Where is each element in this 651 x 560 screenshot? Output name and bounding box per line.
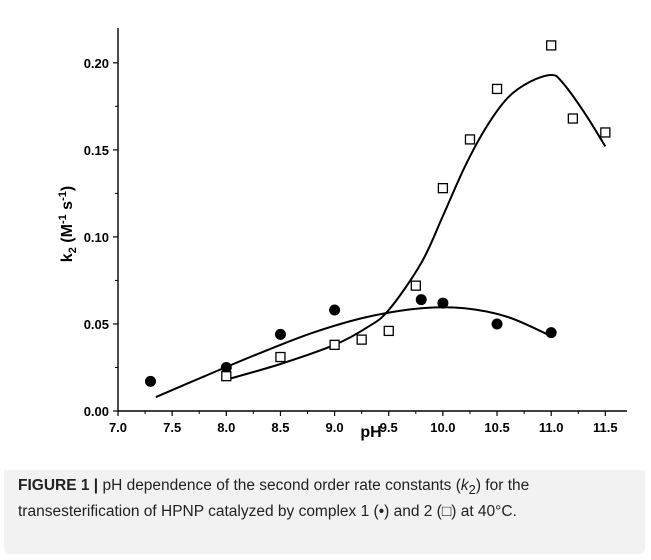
data-point-series-1 <box>274 328 286 340</box>
y-tick-label: 0.00 <box>84 404 109 419</box>
caption-text-2: ) for the transesterification of HPNP ca… <box>18 477 530 521</box>
y-tick-label: 0.15 <box>84 143 109 158</box>
data-point-series-1 <box>437 297 449 309</box>
data-point-series-2 <box>221 371 232 382</box>
y-tick-label: 0.20 <box>84 56 109 71</box>
data-points <box>144 40 611 387</box>
chart: 7.0 7.5 8.0 8.5 9.0 9.5 10.0 10.5 11.0 11.5 0.00 0.… <box>57 28 627 441</box>
data-point-series-1 <box>144 375 156 387</box>
svg-text:k2 (M-1 s-1): k2 (M-1 s-1) <box>57 186 79 262</box>
fit-curve-series-2 <box>226 74 607 381</box>
data-point-series-1 <box>545 327 557 339</box>
data-point-series-1 <box>220 361 232 373</box>
caption-text-3: ) and 2 ( <box>384 503 442 521</box>
x-tick-label: 9.5 <box>380 420 398 435</box>
data-point-series-2 <box>410 280 421 291</box>
figure-caption: FIGURE 1 | pH dependence of the second o… <box>18 475 638 523</box>
x-tick-label: 11.5 <box>593 420 618 435</box>
data-point-series-2 <box>329 339 340 350</box>
x-tick-label: 7.0 <box>109 420 127 435</box>
filled-circle-marker-icon: • <box>378 503 385 521</box>
data-point-series-2 <box>437 183 449 194</box>
caption-k-symbol: k <box>460 477 469 494</box>
data-point-series-2 <box>356 334 367 345</box>
x-axis-title: pH <box>360 424 381 441</box>
x-tick-label: 10.0 <box>430 420 455 435</box>
data-point-series-1 <box>415 294 427 306</box>
data-point-series-2 <box>546 40 557 51</box>
x-tick-label: 7.5 <box>163 420 181 435</box>
x-tick-label: 11.0 <box>539 420 564 435</box>
data-point-series-1 <box>491 318 503 330</box>
y-axis-title: k2 (M-1 s-1) <box>57 186 79 262</box>
data-point-series-2 <box>567 113 579 124</box>
caption-text-4: ) at 40°C. <box>451 503 517 521</box>
y-tick-label: 0.05 <box>84 317 109 332</box>
x-tick-label: 10.5 <box>484 420 509 435</box>
x-tick-label: 9.0 <box>326 420 344 435</box>
data-point-series-2 <box>491 83 503 95</box>
data-point-series-2 <box>383 325 394 337</box>
data-point-series-1 <box>329 304 341 316</box>
y-tick-label: 0.10 <box>84 230 109 245</box>
open-square-marker-icon: □ <box>441 503 452 521</box>
axes: 7.0 7.5 8.0 8.5 9.0 9.5 10.0 10.5 11.0 11.5 0.00 0.… <box>84 28 627 435</box>
x-tick-label: 8.5 <box>271 420 289 435</box>
data-point-series-2 <box>275 351 286 363</box>
data-point-series-2 <box>600 127 611 138</box>
fit-curves <box>155 74 607 398</box>
caption-k-subscript: 2 <box>468 482 476 498</box>
x-tick-label: 8.0 <box>217 420 235 435</box>
caption-text-1: pH dependence of the second order rate c… <box>98 477 461 494</box>
data-point-series-2 <box>464 134 476 145</box>
chart-panel <box>4 4 645 470</box>
figure-label: FIGURE 1 | <box>18 477 99 494</box>
fit-curve-series-1 <box>155 306 552 398</box>
